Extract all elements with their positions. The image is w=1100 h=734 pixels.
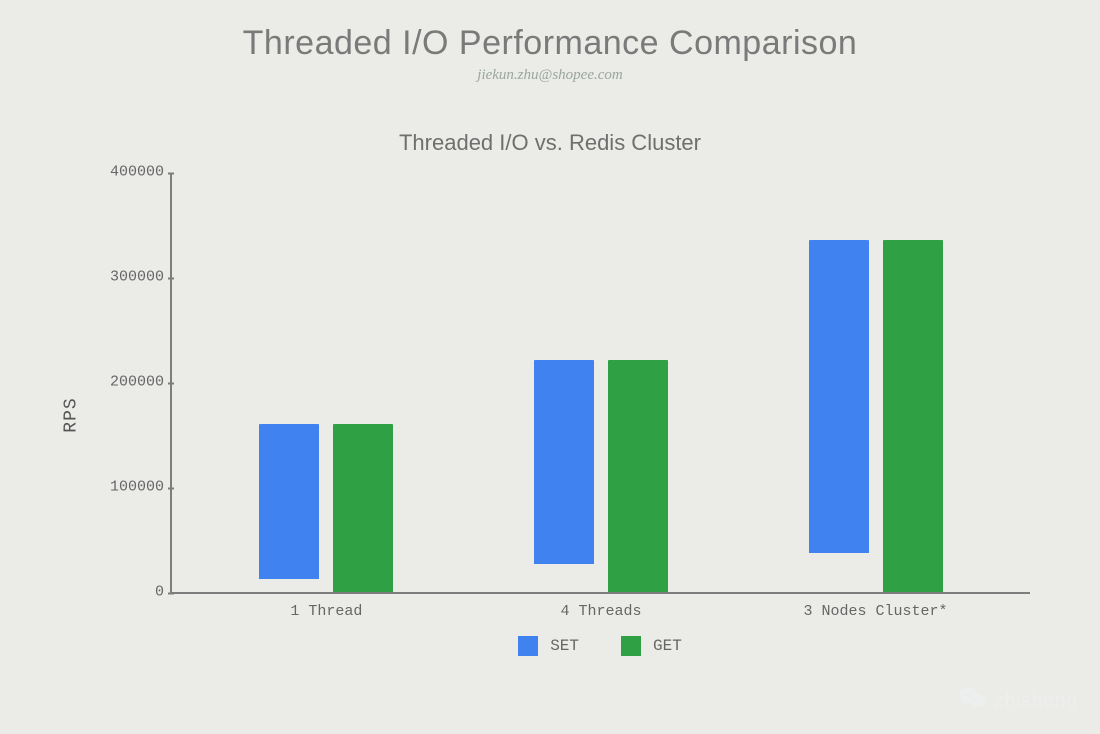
y-axis-label: RPS bbox=[62, 397, 82, 432]
y-tick-label: 200000 bbox=[94, 374, 164, 391]
watermark-text: zhisheng bbox=[994, 690, 1078, 713]
bar-get bbox=[608, 360, 668, 592]
bar-set bbox=[809, 240, 869, 553]
y-tick-label: 100000 bbox=[94, 479, 164, 496]
bar-get bbox=[883, 240, 943, 592]
chart-plot-area: 01000002000003000004000001 Thread4 Threa… bbox=[170, 174, 1030, 594]
y-tick-label: 300000 bbox=[94, 269, 164, 286]
bar-set bbox=[259, 424, 319, 579]
bar-group bbox=[534, 360, 668, 592]
x-tick-label: 1 Thread bbox=[196, 603, 456, 620]
bar-group bbox=[809, 240, 943, 592]
legend-swatch bbox=[518, 636, 538, 656]
page-subtitle: jiekun.zhu@shopee.com bbox=[0, 67, 1100, 84]
legend-item: GET bbox=[621, 636, 682, 656]
page-title: Threaded I/O Performance Comparison bbox=[0, 0, 1100, 63]
legend-swatch bbox=[621, 636, 641, 656]
legend-item: SET bbox=[518, 636, 579, 656]
wechat-icon bbox=[958, 686, 986, 716]
watermark: zhisheng bbox=[958, 686, 1078, 716]
legend-label: GET bbox=[653, 637, 682, 655]
x-tick-label: 4 Threads bbox=[471, 603, 731, 620]
chart-container: RPS 01000002000003000004000001 Thread4 T… bbox=[70, 174, 1030, 656]
bar-get bbox=[333, 424, 393, 592]
bar-group bbox=[259, 424, 393, 592]
x-tick-label: 3 Nodes Cluster* bbox=[746, 603, 1006, 620]
chart-legend: SET GET bbox=[170, 636, 1030, 656]
bar-set bbox=[534, 360, 594, 564]
chart-title: Threaded I/O vs. Redis Cluster bbox=[0, 130, 1100, 156]
legend-label: SET bbox=[550, 637, 579, 655]
y-tick-label: 400000 bbox=[94, 164, 164, 181]
y-tick-label: 0 bbox=[94, 584, 164, 601]
